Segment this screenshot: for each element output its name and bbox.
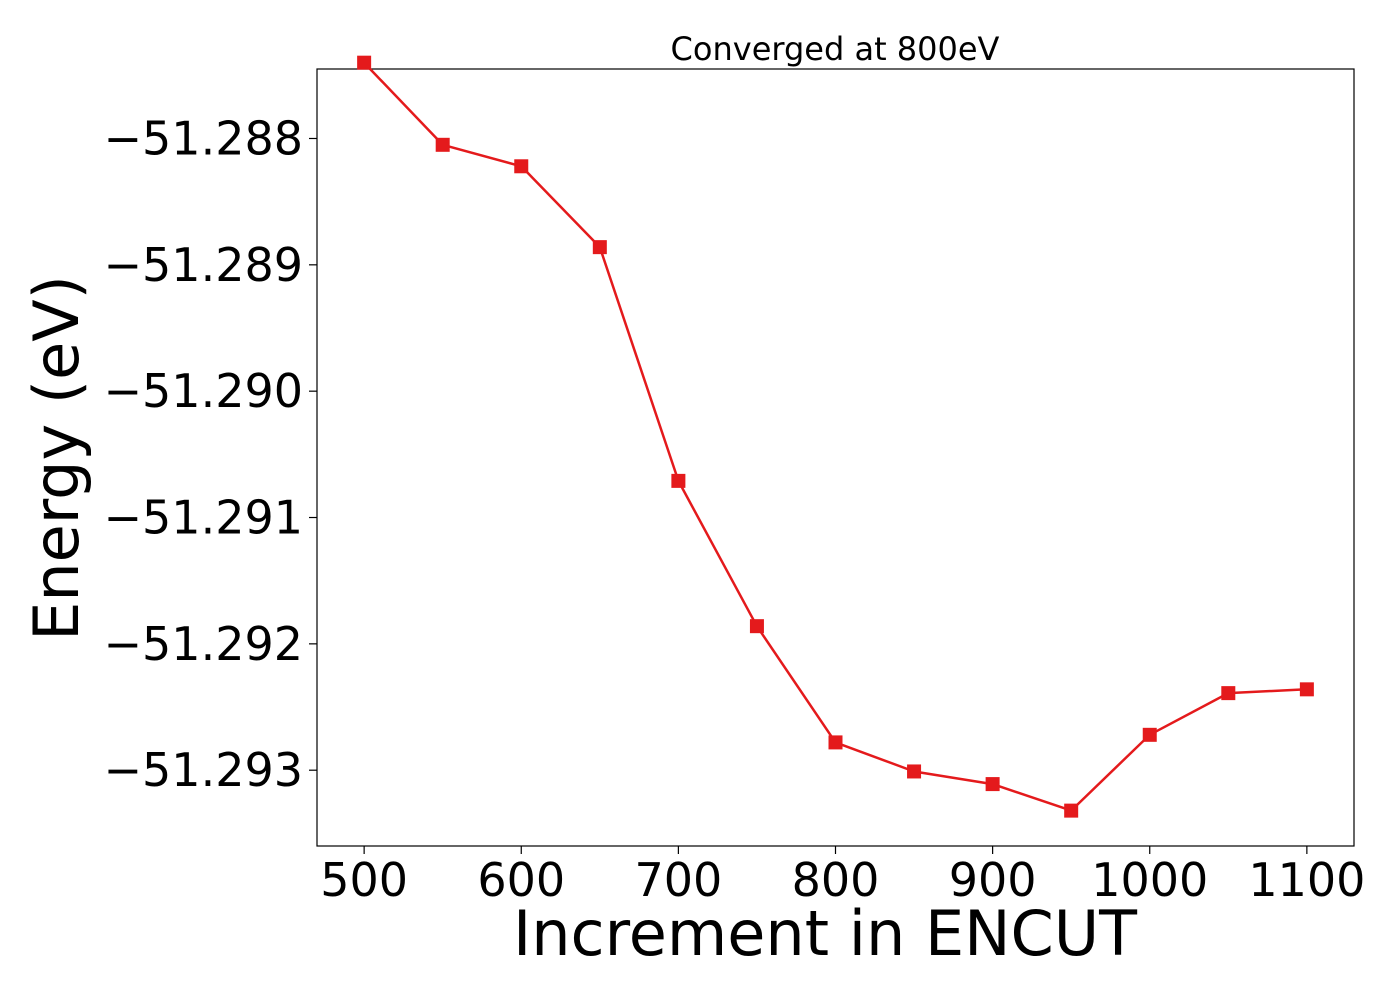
- data-point: [514, 159, 529, 174]
- chart-title: Converged at 800eV: [671, 30, 1000, 68]
- x-tick-label: 600: [477, 853, 565, 907]
- data-point: [828, 735, 843, 750]
- series-line: [363, 61, 1307, 812]
- x-axis-label: Increment in ENCUT: [513, 897, 1138, 970]
- data-point: [985, 777, 1000, 792]
- data-point: [1221, 686, 1236, 701]
- x-tick-label: 800: [792, 853, 880, 907]
- x-axis-ticks: 500 600 700 800 900 1000 1100: [320, 846, 1365, 907]
- y-tick-label: −51.288: [104, 111, 304, 165]
- data-point: [671, 473, 686, 488]
- data-point: [1064, 803, 1079, 818]
- y-tick-label: −51.292: [104, 617, 304, 671]
- y-tick-label: −51.289: [104, 238, 304, 292]
- data-point: [1299, 682, 1314, 697]
- x-tick-label: 500: [320, 853, 408, 907]
- data-point: [357, 55, 372, 70]
- data-point: [435, 137, 450, 152]
- data-point: [907, 764, 922, 779]
- data-point: [1142, 727, 1157, 742]
- y-tick-label: −51.290: [104, 364, 304, 418]
- x-tick-label: 700: [634, 853, 722, 907]
- series-layer: [357, 55, 1314, 818]
- data-point: [592, 240, 607, 255]
- x-tick-label: 1100: [1248, 853, 1365, 907]
- x-tick-label: 1000: [1091, 853, 1208, 907]
- y-axis-label: Energy (eV): [20, 275, 93, 641]
- y-tick-label: −51.291: [104, 491, 304, 545]
- data-point: [749, 619, 764, 634]
- x-tick-label: 900: [949, 853, 1037, 907]
- y-axis-ticks: −51.288 −51.289 −51.290 −51.291 −51.292 −51.2…: [104, 111, 317, 797]
- y-tick-label: −51.293: [104, 743, 304, 797]
- plot-frame: [316, 68, 1355, 847]
